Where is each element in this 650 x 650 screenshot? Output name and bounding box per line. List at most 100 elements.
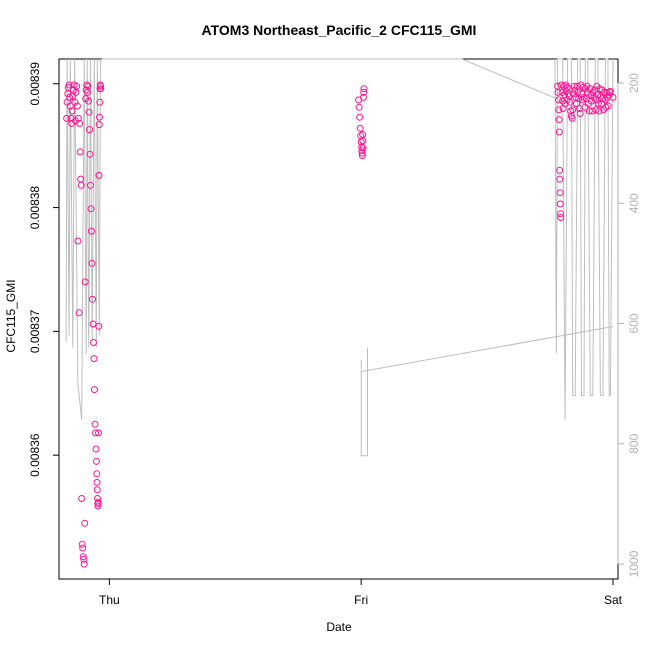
- data-point: [595, 107, 603, 115]
- data-point: [63, 114, 71, 122]
- pressure-line-segment-0: [65, 58, 101, 420]
- data-point: [76, 119, 84, 127]
- data-point: [555, 116, 563, 124]
- data-point: [356, 113, 364, 121]
- data-point: [95, 429, 102, 437]
- data-point: [556, 175, 564, 183]
- y-axis-label: CFC115_GMI: [4, 279, 18, 352]
- data-point: [86, 150, 94, 158]
- data-point: [359, 93, 367, 101]
- y-right-tick-label: 800: [627, 433, 641, 453]
- data-point: [568, 114, 576, 122]
- data-point: [84, 82, 92, 90]
- pressure-line-segment-1: [101, 58, 563, 102]
- data-point: [95, 121, 103, 129]
- x-axis-label: Date: [326, 620, 352, 634]
- data-point: [94, 498, 102, 506]
- data-point: [96, 98, 104, 106]
- data-point: [97, 85, 105, 93]
- data-point: [569, 106, 577, 114]
- data-point: [78, 495, 86, 502]
- data-point: [556, 200, 564, 208]
- data-point: [576, 105, 583, 112]
- data-point: [557, 210, 565, 218]
- data-point: [357, 138, 365, 146]
- data-point: [77, 181, 85, 189]
- data-point: [575, 95, 583, 103]
- data-point: [68, 107, 76, 115]
- plot-frame: [58, 58, 619, 580]
- y-right-tick-label: 600: [627, 313, 641, 333]
- data-point: [90, 339, 97, 346]
- data-point: [356, 124, 364, 132]
- data-point: [359, 144, 367, 152]
- data-point: [606, 87, 614, 95]
- data-point: [570, 82, 578, 90]
- data-point: [555, 106, 563, 114]
- y-tick-label: 0.00837: [28, 309, 42, 353]
- data-point: [557, 214, 565, 221]
- data-point: [73, 102, 81, 110]
- data-point: [88, 259, 96, 267]
- data-point: [609, 93, 617, 101]
- data-point: [93, 478, 101, 486]
- data-point: [77, 175, 85, 183]
- data-point: [95, 322, 103, 330]
- data-point: [604, 102, 612, 110]
- data-point: [87, 205, 95, 213]
- pressure-line-segment-4: [361, 326, 614, 373]
- data-point: [86, 126, 93, 134]
- data-point: [79, 553, 87, 561]
- data-point: [359, 137, 367, 145]
- data-point: [90, 355, 98, 363]
- data-point: [75, 309, 83, 317]
- data-point: [97, 82, 104, 90]
- data-point: [360, 88, 368, 96]
- pressure-line-segment-5: [554, 58, 614, 420]
- data-point: [555, 128, 563, 136]
- y-tick-label: 0.00838: [28, 186, 42, 230]
- data-point: [585, 107, 593, 115]
- data-point: [89, 320, 97, 328]
- x-axis: Thu Fri Sat: [99, 578, 623, 607]
- x-tick-label: Sat: [604, 593, 623, 607]
- data-point: [88, 227, 95, 235]
- data-point: [65, 81, 73, 89]
- y-axis-right: 200 400 600 800 1000: [617, 73, 641, 577]
- data-point: [79, 544, 87, 552]
- pressure-lines: [65, 58, 614, 457]
- data-point: [566, 98, 574, 106]
- data-point: [561, 100, 569, 108]
- data-point: [94, 502, 102, 510]
- data-point: [73, 82, 81, 90]
- data-point: [96, 113, 103, 121]
- data-point: [588, 97, 596, 105]
- data-point: [80, 560, 88, 568]
- data-point: [355, 103, 363, 111]
- data-point: [556, 189, 564, 197]
- data-point: [78, 540, 86, 548]
- data-point: [66, 93, 74, 101]
- data-point: [95, 171, 103, 179]
- y-right-tick-label: 200: [627, 73, 641, 93]
- y-right-tick-label: 400: [627, 193, 641, 213]
- data-point: [80, 555, 88, 563]
- plot-area: [58, 58, 619, 580]
- data-point: [89, 295, 96, 303]
- data-point: [85, 108, 93, 116]
- x-tick-label: Fri: [354, 593, 368, 607]
- data-points: [63, 81, 617, 568]
- data-point: [74, 114, 82, 122]
- data-point: [81, 519, 89, 527]
- data-point: [91, 420, 99, 428]
- data-point: [554, 88, 562, 96]
- data-point: [74, 237, 82, 245]
- pressure-line-segment-3: [360, 347, 368, 457]
- data-point: [594, 100, 602, 108]
- chart-title: ATOM3 Northeast_Pacific_2 CFC115_GMI: [202, 22, 477, 38]
- data-point: [597, 100, 605, 108]
- data-point: [93, 457, 100, 465]
- data-point: [85, 97, 92, 105]
- data-point: [569, 90, 577, 98]
- data-point: [94, 495, 101, 502]
